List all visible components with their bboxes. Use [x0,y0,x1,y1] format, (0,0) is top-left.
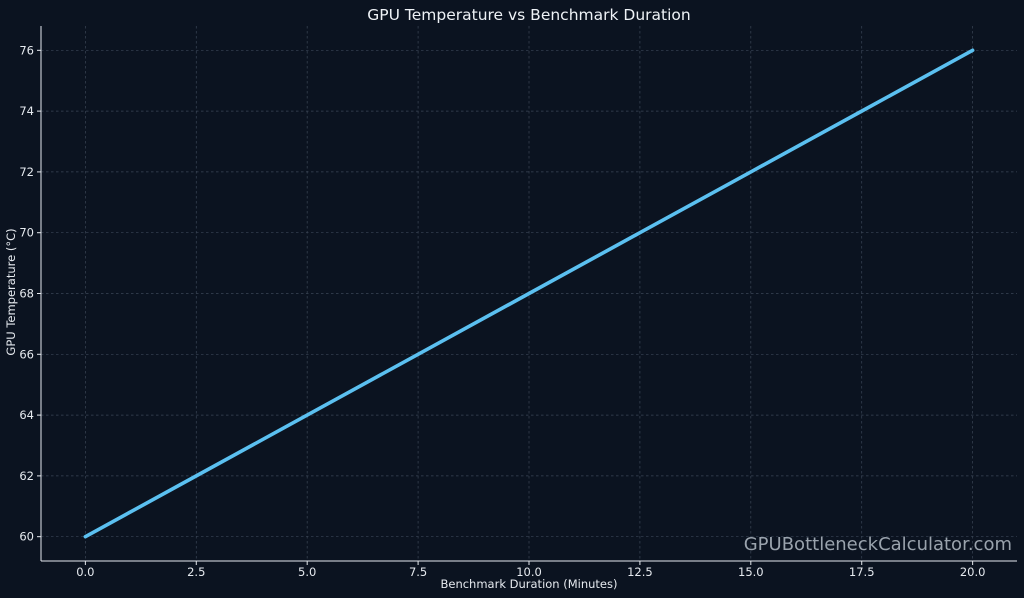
x-tick-label: 2.5 [187,565,205,579]
x-tick-label: 5.0 [298,565,316,579]
y-tick-label: 70 [19,226,34,240]
x-tick-label: 20.0 [960,565,986,579]
grid [41,26,1017,561]
y-tick-label: 68 [19,287,34,301]
watermark: GPUBottleneckCalculator.com [744,534,1012,555]
x-tick-label: 12.5 [627,565,653,579]
x-tick-label: 17.5 [849,565,875,579]
y-tick-label: 76 [19,43,34,57]
y-tick-label: 66 [19,347,34,361]
y-tick-label: 60 [19,530,34,544]
x-axis-label: Benchmark Duration (Minutes) [440,577,617,591]
x-tick-label: 10.0 [516,565,542,579]
y-tick-label: 62 [19,469,34,483]
y-tick-label: 74 [19,104,34,118]
x-axis-ticks: 0.0 2.5 5.0 7.5 10.0 12.5 15.0 17.5 20.0 [76,561,985,579]
y-axis-label: GPU Temperature (°C) [4,228,18,355]
y-axis-ticks: 60 62 64 66 68 70 72 74 76 [19,43,41,544]
series-layer [83,48,975,539]
y-tick-label: 72 [19,165,34,179]
x-tick-label: 7.5 [409,565,427,579]
x-tick-label: 0.0 [76,565,94,579]
y-tick-label: 64 [19,408,34,422]
x-tick-label: 15.0 [738,565,764,579]
series-line [83,48,975,539]
chart-title: GPU Temperature vs Benchmark Duration [367,6,690,24]
